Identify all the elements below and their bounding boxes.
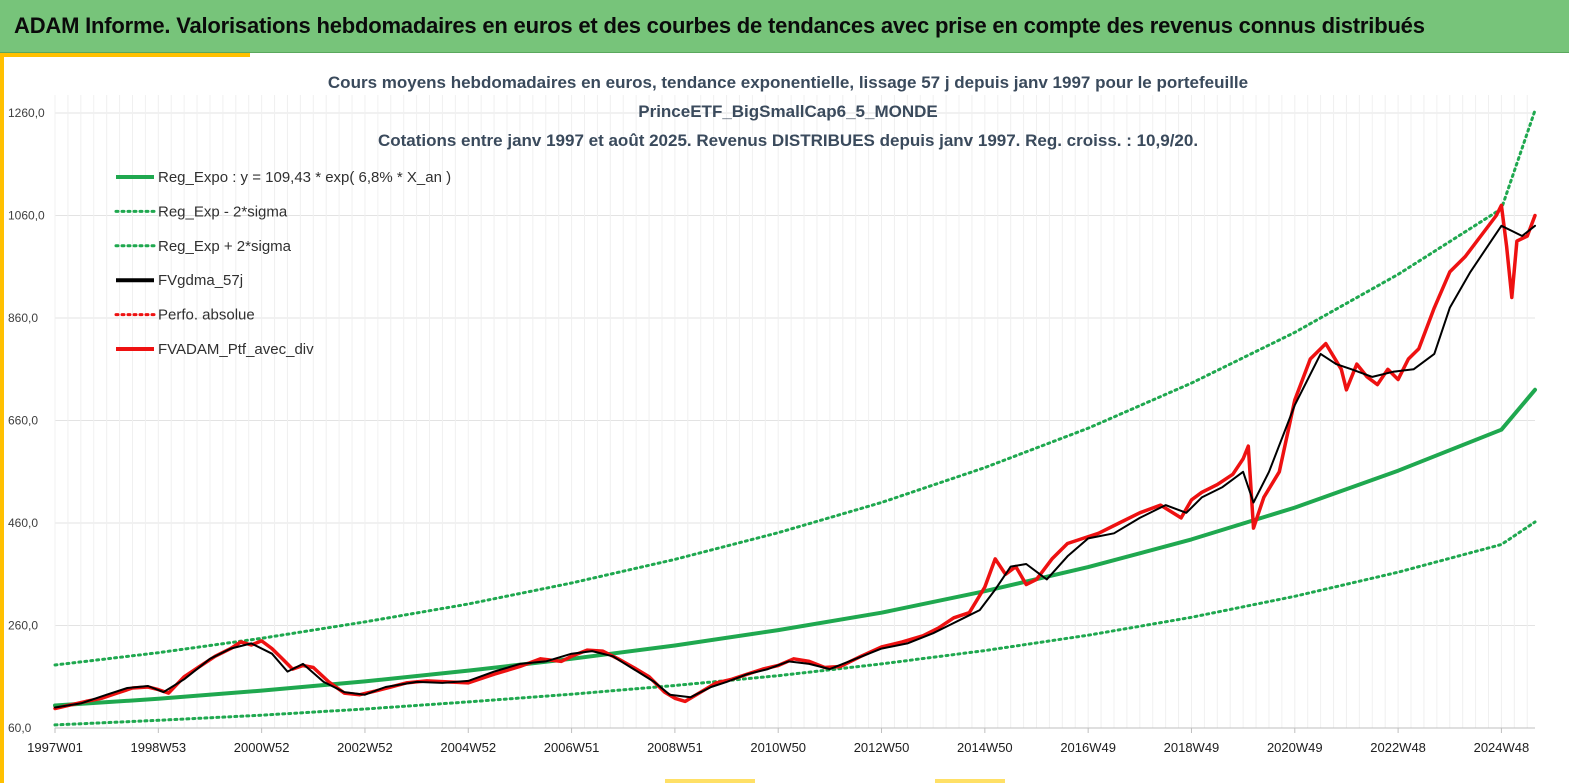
- y-tick-label: 260,0: [8, 619, 38, 633]
- x-tick-label: 2018W49: [1164, 740, 1220, 755]
- y-tick-label: 60,0: [8, 721, 32, 735]
- legend-label-5: FVADAM_Ptf_avec_div: [158, 341, 314, 358]
- series-line-3: [54, 224, 1536, 709]
- chart-title-line-1: Cours moyens hebdomadaires en euros, ten…: [328, 73, 1248, 92]
- y-tick-label: 1060,0: [8, 209, 45, 223]
- legend-label-0: Reg_Expo : y = 109,43 * exp( 6,8% * X_an…: [158, 169, 451, 186]
- chart-legend: Reg_Expo : y = 109,43 * exp( 6,8% * X_an…: [114, 169, 451, 358]
- legend-label-4: Perfo. absolue: [158, 307, 255, 324]
- x-tick-label: 2016W49: [1060, 740, 1116, 755]
- y-tick-label: 860,0: [8, 311, 38, 325]
- x-tick-label: 2024W48: [1474, 740, 1530, 755]
- series-line-0: [53, 387, 1537, 708]
- x-tick-label: 2010W50: [750, 740, 806, 755]
- series-line-2: [53, 108, 1537, 667]
- x-tick-label: 2002W52: [337, 740, 393, 755]
- x-tick-label: 2014W50: [957, 740, 1013, 755]
- legend-label-3: FVgdma_57j: [158, 272, 243, 289]
- x-tick-label: 2006W51: [544, 740, 600, 755]
- accent-bar-bottom: [665, 779, 755, 783]
- y-tick-label: 460,0: [8, 516, 38, 530]
- report-banner: ADAM Informe. Valorisations hebdomadaire…: [0, 0, 1569, 53]
- chart-title: Cours moyens hebdomadaires en euros, ten…: [328, 73, 1248, 150]
- grid-layer: [54, 95, 1535, 729]
- chart-title-line-2: PrinceETF_BigSmallCap6_5_MONDE: [638, 102, 937, 121]
- banner-title: ADAM Informe. Valorisations hebdomadaire…: [14, 13, 1425, 38]
- x-tick-label: 2012W50: [854, 740, 910, 755]
- x-tick-label: 2004W52: [440, 740, 496, 755]
- series-line-5: [53, 203, 1537, 711]
- accent-bar-top: [0, 53, 250, 57]
- x-tick-label: 1998W53: [130, 740, 186, 755]
- legend-label-1: Reg_Exp - 2*sigma: [158, 203, 288, 220]
- x-axis-ticks: 1997W01 1998W53 2000W52 2002W52 2004W52 2006W…: [27, 728, 1529, 755]
- x-tick-label: 2000W52: [234, 740, 290, 755]
- series-line-1: [53, 520, 1537, 727]
- y-tick-label: 1260,0: [8, 106, 45, 120]
- accent-bar-left: [0, 53, 4, 783]
- legend-label-2: Reg_Exp + 2*sigma: [158, 238, 292, 255]
- chart-title-line-3: Cotations entre janv 1997 et août 2025. …: [378, 131, 1198, 150]
- y-tick-label: 660,0: [8, 414, 38, 428]
- series-layer: [53, 108, 1537, 727]
- x-tick-label: 2008W51: [647, 740, 703, 755]
- x-tick-label: 2020W49: [1267, 740, 1323, 755]
- accent-bar-bottom-2: [935, 779, 1005, 783]
- y-axis-ticks: 60,0 260,0 460,0 660,0 860,0 1060,0 1260,0: [8, 106, 45, 735]
- x-tick-label: 2022W48: [1370, 740, 1426, 755]
- x-tick-label: 1997W01: [27, 740, 83, 755]
